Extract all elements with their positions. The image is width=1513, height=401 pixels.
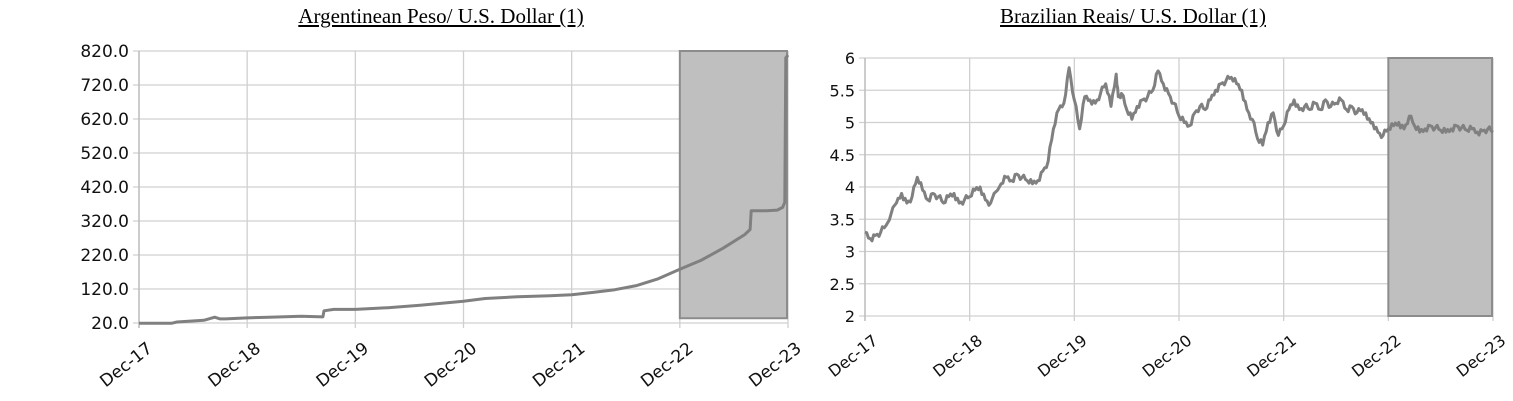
x-tick-label: Dec-19 (313, 339, 373, 392)
series-line-ars-usd (139, 54, 790, 325)
y-tick-label: 2.5 (830, 275, 855, 294)
x-tick-label: Dec-20 (421, 339, 481, 392)
x-tick-label: Dec-20 (1139, 331, 1196, 381)
y-tick-label: 5.5 (830, 81, 855, 100)
chart-0: 20.0 120.0 220.0 320.0 420.0 520.0 620.0 720.0 8… (80, 42, 805, 392)
x-tick-label: Dec-18 (205, 339, 265, 392)
forecast-shaded-region (678, 50, 788, 320)
y-tick-label: 720.0 (80, 76, 129, 96)
y-tick-label: 4 (845, 178, 855, 197)
chart-title-ars-usd: Argentinean Peso/ U.S. Dollar (1) (298, 4, 584, 28)
x-tick-label: Dec-17 (96, 339, 156, 392)
y-tick-label: 3.5 (830, 210, 855, 229)
y-tick-label: 820.0 (80, 42, 129, 62)
y-tick-label: 520.0 (80, 144, 129, 164)
x-tick-label: Dec-21 (529, 339, 589, 392)
y-tick-label: 20.0 (91, 314, 129, 334)
y-tick-label: 2 (845, 307, 855, 326)
x-tick-label: Dec-18 (929, 331, 986, 381)
x-tick-label: Dec-21 (1243, 331, 1300, 381)
y-tick-label: 4.5 (830, 146, 855, 165)
y-tick-label: 420.0 (80, 178, 129, 198)
x-tick-label: Dec-17 (825, 331, 882, 381)
chart-title-brl-usd: Brazilian Reais/ U.S. Dollar (1) (1000, 4, 1266, 28)
series-line-brl-usd (864, 66, 1494, 243)
chart-1: 2 2.5 3 3.5 4 4.5 5 5.5 6 Dec-17 Dec-18 Dec-19 Dec-2… (825, 49, 1510, 381)
y-tick-label: 5 (845, 114, 855, 133)
x-tick-label: Dec-22 (1348, 331, 1405, 381)
y-tick-label: 120.0 (80, 280, 129, 300)
x-tick-label: Dec-22 (637, 339, 697, 392)
x-tick-label: Dec-23 (745, 339, 805, 392)
y-tick-label: 3 (845, 243, 855, 262)
y-tick-label: 320.0 (80, 212, 129, 232)
x-tick-label: Dec-19 (1034, 331, 1091, 381)
y-tick-label: 620.0 (80, 110, 129, 130)
y-tick-label: 6 (845, 49, 855, 68)
forecast-shaded-region (1387, 57, 1494, 317)
x-tick-label: Dec-23 (1453, 331, 1510, 381)
y-tick-label: 220.0 (80, 246, 129, 266)
